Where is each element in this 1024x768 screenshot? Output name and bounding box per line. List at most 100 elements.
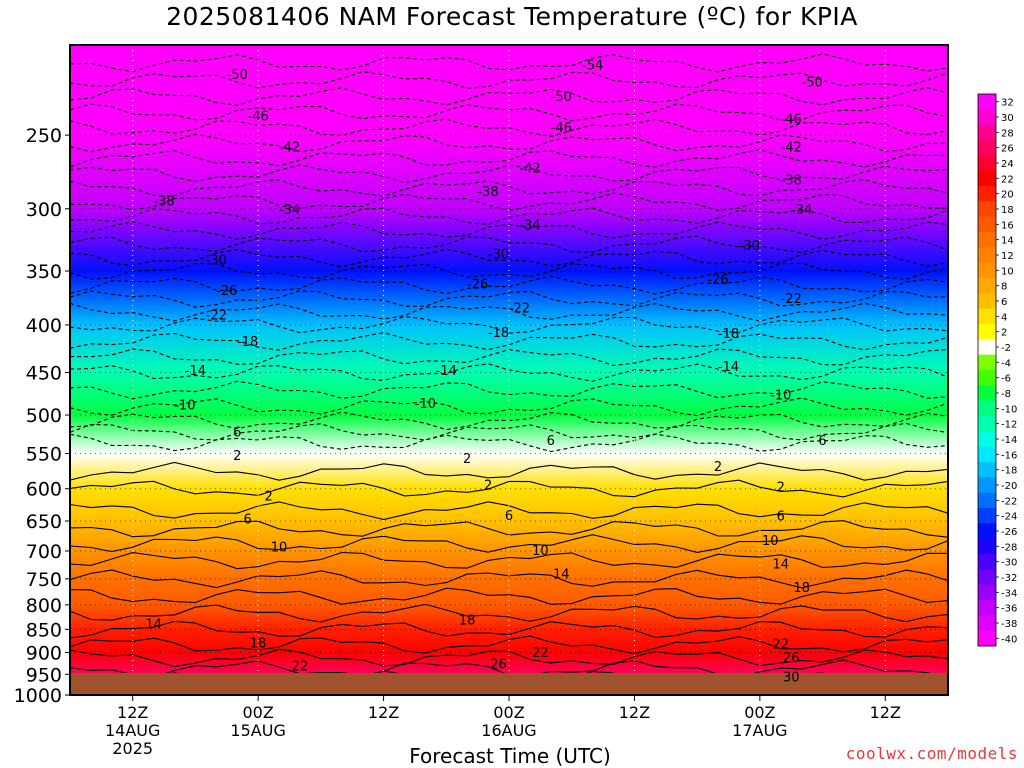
svg-text:-10: -10 bbox=[770, 388, 791, 403]
colorbar-label: 10 bbox=[1001, 266, 1014, 277]
colorbar-swatch bbox=[978, 431, 996, 447]
svg-text:-42: -42 bbox=[519, 162, 540, 177]
svg-text:-30: -30 bbox=[739, 239, 760, 254]
svg-text:-50: -50 bbox=[802, 76, 823, 91]
isotherm-line bbox=[70, 235, 948, 254]
colorbar-label: 26 bbox=[1001, 144, 1014, 155]
contour-label: -26 bbox=[216, 284, 237, 299]
y-tick-label: 650 bbox=[26, 511, 62, 533]
colorbar-swatch bbox=[978, 446, 996, 463]
colorbar-label: -34 bbox=[1001, 588, 1017, 599]
y-tick-label: 600 bbox=[26, 479, 62, 501]
svg-text:18: 18 bbox=[250, 636, 267, 651]
colorbar-label: -14 bbox=[1001, 435, 1017, 446]
svg-text:-26: -26 bbox=[707, 273, 728, 288]
colorbar-swatch bbox=[978, 584, 996, 601]
svg-text:-18: -18 bbox=[718, 327, 739, 342]
isotherm-line bbox=[70, 118, 948, 138]
isotherm-line bbox=[70, 551, 948, 570]
contour-label: 18 bbox=[459, 614, 476, 629]
svg-text:-30: -30 bbox=[206, 253, 227, 268]
isotherm-line bbox=[70, 103, 948, 122]
contour-label: -30 bbox=[206, 253, 227, 268]
colorbar-label: 32 bbox=[1001, 98, 1014, 109]
x-tick-label: 12Z bbox=[368, 703, 399, 722]
x-tick-label: 16AUG bbox=[481, 721, 536, 740]
contour-label: 22 bbox=[772, 637, 789, 652]
colorbar-label: -16 bbox=[1001, 450, 1017, 461]
svg-text:10: 10 bbox=[271, 540, 288, 555]
colorbar-swatch bbox=[978, 324, 996, 340]
isotherm-line bbox=[70, 262, 948, 280]
y-tick-label: 750 bbox=[26, 569, 62, 591]
contour-label: -30 bbox=[488, 247, 509, 262]
svg-text:6: 6 bbox=[233, 426, 241, 441]
colorbar-swatch bbox=[978, 201, 996, 217]
colorbar-swatch bbox=[978, 232, 996, 248]
ground-layer bbox=[70, 673, 948, 695]
svg-text:-22: -22 bbox=[206, 309, 227, 324]
contour-label: 14 bbox=[145, 618, 162, 633]
svg-text:2: 2 bbox=[463, 452, 471, 467]
isotherm-line bbox=[70, 587, 948, 605]
isotherm-line bbox=[70, 397, 948, 417]
contour-label: 6 bbox=[244, 513, 252, 528]
colorbar-label: -20 bbox=[1001, 481, 1017, 492]
contour-label: -10 bbox=[174, 398, 195, 413]
colorbar-label: -38 bbox=[1001, 619, 1017, 630]
colorbar-label: 14 bbox=[1001, 236, 1014, 247]
colorbar-swatch bbox=[978, 615, 996, 631]
colorbar-swatch bbox=[978, 385, 996, 401]
colorbar-label: -12 bbox=[1001, 420, 1017, 431]
contour-label: -18 bbox=[488, 326, 509, 341]
svg-text:6: 6 bbox=[777, 509, 785, 524]
svg-text:6: 6 bbox=[547, 434, 555, 449]
colorbar-swatch bbox=[978, 492, 996, 509]
colorbar-swatch bbox=[978, 600, 996, 616]
colorbar-swatch bbox=[978, 140, 996, 156]
colorbar-swatch bbox=[978, 538, 996, 555]
colorbar-swatch bbox=[978, 462, 996, 478]
colorbar-label: 12 bbox=[1001, 251, 1014, 262]
svg-text:18: 18 bbox=[793, 581, 810, 596]
contour-label: 22 bbox=[292, 660, 309, 675]
svg-text:10: 10 bbox=[532, 544, 549, 559]
contour-label: 10 bbox=[271, 540, 288, 555]
colorbar-swatch bbox=[978, 354, 996, 371]
svg-text:-34: -34 bbox=[519, 219, 540, 234]
contour-label: 6 bbox=[233, 426, 241, 441]
contour-label: 2 bbox=[264, 489, 272, 504]
contour-label: 26 bbox=[490, 658, 507, 673]
svg-text:-42: -42 bbox=[279, 140, 300, 155]
svg-text:-10: -10 bbox=[415, 397, 436, 412]
contour-label: 2 bbox=[484, 479, 492, 494]
colorbar-swatch bbox=[978, 247, 996, 263]
svg-text:-18: -18 bbox=[237, 335, 258, 350]
isotherm-line bbox=[70, 87, 948, 106]
isotherm-line bbox=[70, 348, 948, 367]
isotherm-line bbox=[70, 133, 948, 153]
svg-text:-50: -50 bbox=[551, 90, 572, 105]
colorbar-label: 30 bbox=[1001, 113, 1014, 124]
contour-label: 6 bbox=[777, 509, 785, 524]
colorbar-label: -28 bbox=[1001, 542, 1017, 553]
contour-label: 18 bbox=[793, 581, 810, 596]
svg-text:2: 2 bbox=[264, 489, 272, 504]
colorbar-label: -22 bbox=[1001, 496, 1017, 507]
colorbar-swatch bbox=[978, 124, 996, 141]
svg-text:2: 2 bbox=[484, 479, 492, 494]
colorbar-swatch bbox=[978, 186, 996, 202]
y-tick-label: 950 bbox=[26, 664, 62, 686]
colorbar-swatch bbox=[978, 262, 996, 279]
contour-label: -34 bbox=[279, 203, 300, 218]
contour-label: -50 bbox=[227, 68, 248, 83]
y-tick-label: 900 bbox=[26, 642, 62, 664]
y-tick-label: 400 bbox=[26, 315, 62, 337]
credit-text: coolwx.com/models bbox=[845, 744, 1018, 763]
y-tick-label: 300 bbox=[26, 199, 62, 221]
svg-text:22: 22 bbox=[532, 646, 549, 661]
svg-text:-42: -42 bbox=[781, 140, 802, 155]
isotherm-line bbox=[70, 290, 948, 308]
svg-text:26: 26 bbox=[490, 658, 507, 673]
contour-label: 10 bbox=[532, 544, 549, 559]
